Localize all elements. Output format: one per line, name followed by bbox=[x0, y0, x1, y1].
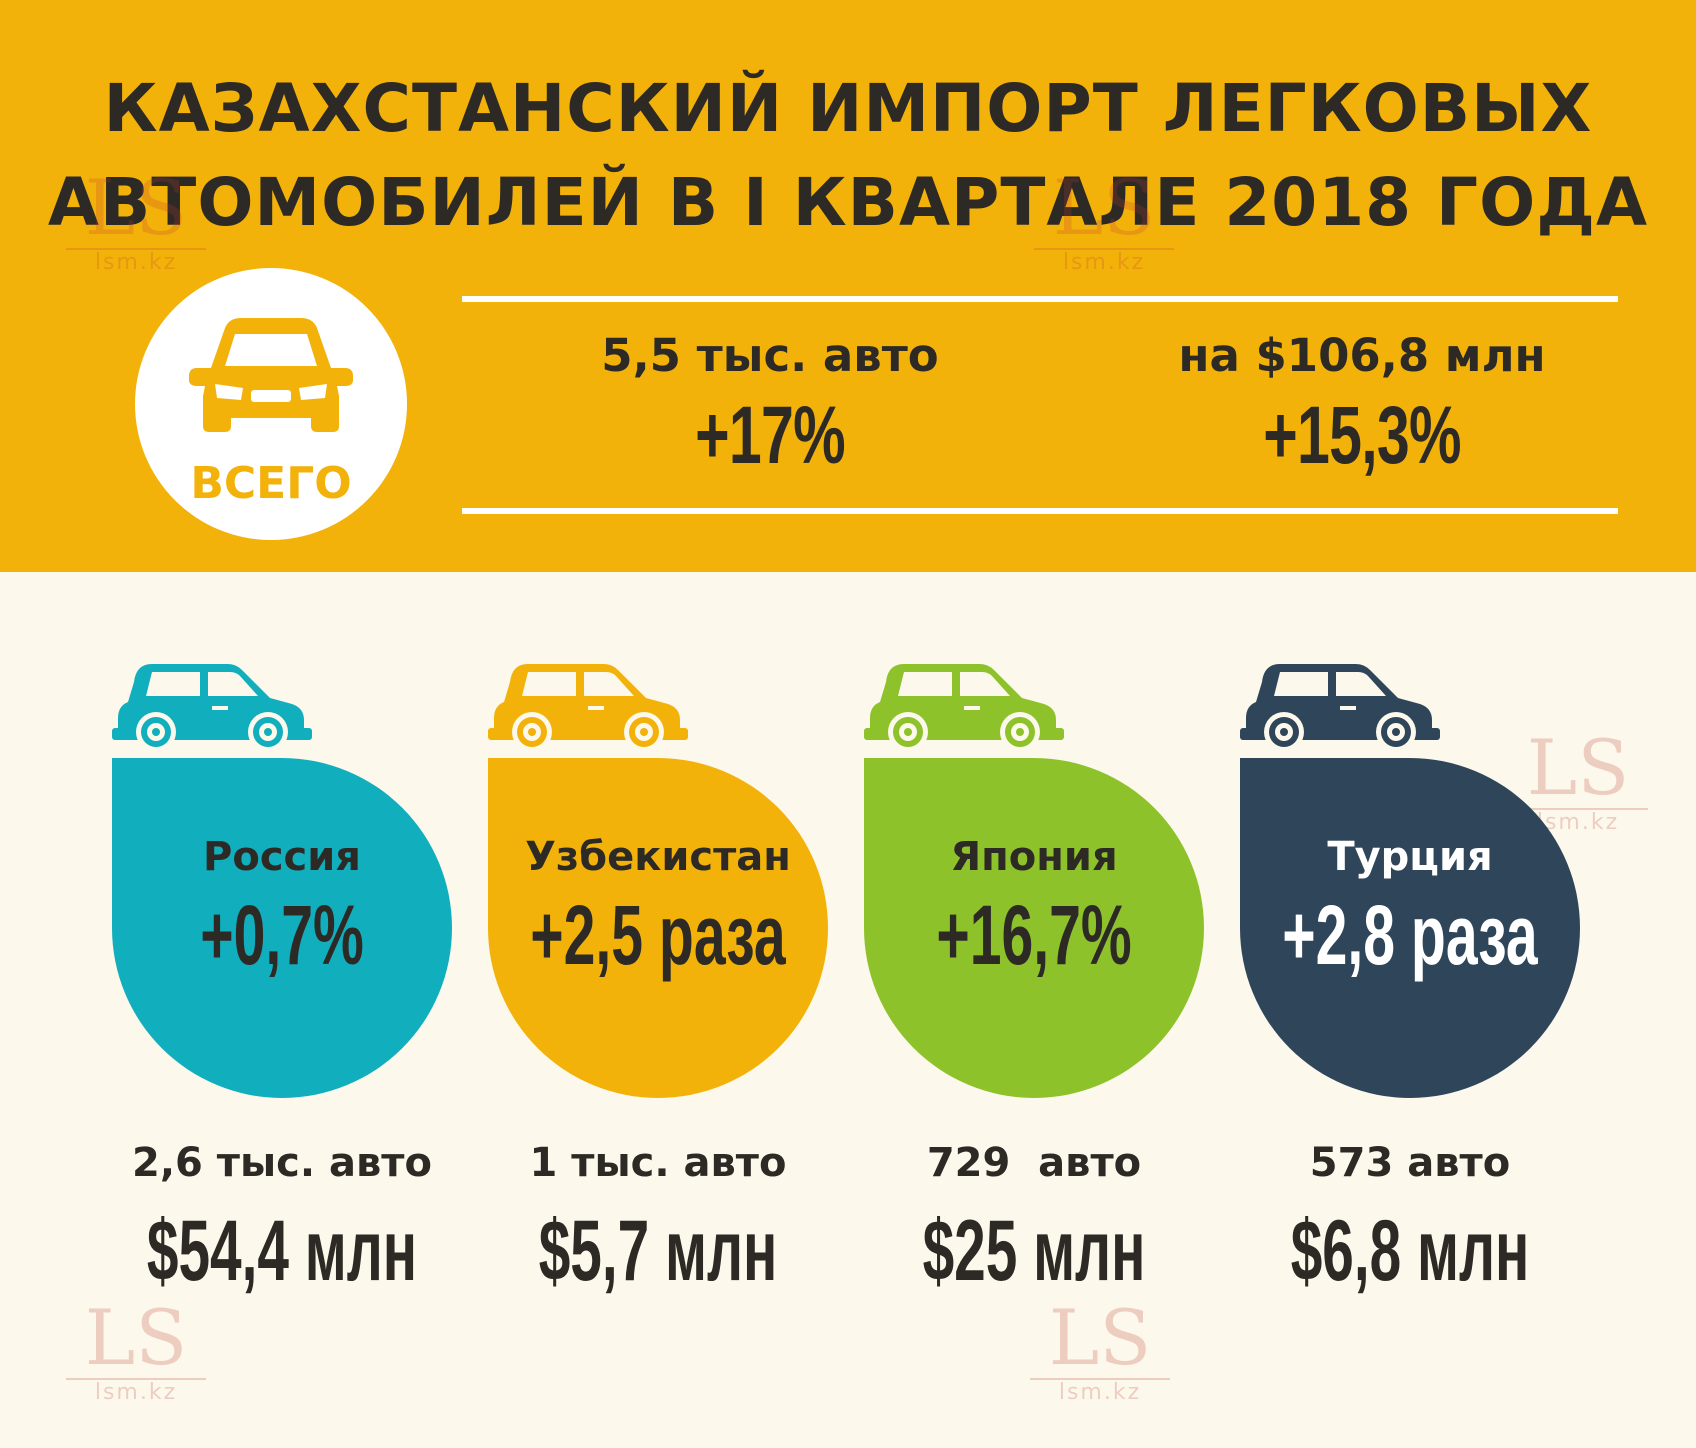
page-title: КАЗАХСТАНСКИЙ ИМПОРТ ЛЕГКОВЫХ АВТОМОБИЛЕ… bbox=[0, 62, 1696, 250]
total-value: на $106,8 млн bbox=[1178, 329, 1546, 382]
country-count: 2,6 тыс. авто bbox=[132, 1140, 432, 1186]
country-card: Турция +2,8 раза 573 авто $6,8 млн bbox=[1240, 658, 1600, 1308]
country-card: Узбекистан +2,5 раза 1 тыс. авто $5,7 мл… bbox=[488, 658, 848, 1308]
title-line-2: АВТОМОБИЛЕЙ В I КВАРТАЛЕ 2018 ГОДА bbox=[47, 164, 1649, 241]
car-side-icon bbox=[864, 664, 1064, 752]
country-card: Япония +16,7% 729 авто $25 млн bbox=[864, 658, 1224, 1308]
watermark-logo: LS lsm.kz bbox=[1034, 168, 1174, 275]
title-line-1: КАЗАХСТАНСКИЙ ИМПОРТ ЛЕГКОВЫХ bbox=[103, 70, 1593, 147]
country-value: $5,7 млн bbox=[538, 1203, 778, 1299]
country-name: Турция bbox=[1327, 834, 1493, 880]
country-name: Узбекистан bbox=[525, 834, 791, 880]
total-value-stat: на $106,8 млн +15,3% bbox=[1082, 326, 1642, 486]
divider-top bbox=[462, 296, 1618, 302]
country-value: $54,4 млн bbox=[146, 1203, 418, 1299]
car-side-icon bbox=[112, 664, 312, 752]
total-count-stat: 5,5 тыс. авто +17% bbox=[490, 326, 1050, 486]
country-count: 1 тыс. авто bbox=[529, 1140, 787, 1186]
car-side-icon bbox=[1240, 664, 1440, 752]
country-card: Россия +0,7% 2,6 тыс. авто $54,4 млн bbox=[112, 658, 472, 1308]
divider-bottom bbox=[462, 508, 1618, 514]
country-value: $25 млн bbox=[922, 1203, 1146, 1299]
total-count-growth: +17% bbox=[695, 390, 845, 481]
watermark-logo: LS lsm.kz bbox=[66, 1298, 206, 1405]
watermark-logo: LS lsm.kz bbox=[1030, 1298, 1170, 1405]
country-growth: +16,7% bbox=[936, 888, 1132, 982]
country-drop bbox=[1240, 758, 1580, 1098]
country-name: Россия bbox=[203, 834, 361, 880]
watermark-logo: LS lsm.kz bbox=[1508, 728, 1648, 835]
country-name: Япония bbox=[950, 834, 1118, 880]
country-growth: +0,7% bbox=[200, 888, 364, 982]
country-drop bbox=[488, 758, 828, 1098]
total-value-growth: +15,3% bbox=[1263, 390, 1461, 481]
country-drop bbox=[864, 758, 1204, 1098]
country-growth: +2,5 раза bbox=[530, 888, 786, 982]
car-side-icon bbox=[488, 664, 688, 752]
country-drop bbox=[112, 758, 452, 1098]
country-count: 729 авто bbox=[926, 1140, 1142, 1186]
total-count: 5,5 тыс. авто bbox=[601, 329, 939, 382]
country-value: $6,8 млн bbox=[1290, 1203, 1530, 1299]
total-label: ВСЕГО bbox=[190, 458, 352, 509]
country-count: 573 авто bbox=[1309, 1140, 1511, 1186]
country-growth: +2,8 раза bbox=[1282, 888, 1538, 982]
car-front-icon bbox=[189, 318, 353, 432]
watermark-logo: LS lsm.kz bbox=[66, 168, 206, 275]
header-banner: КАЗАХСТАНСКИЙ ИМПОРТ ЛЕГКОВЫХ АВТОМОБИЛЕ… bbox=[0, 0, 1696, 572]
total-badge: ВСЕГО bbox=[135, 268, 407, 540]
